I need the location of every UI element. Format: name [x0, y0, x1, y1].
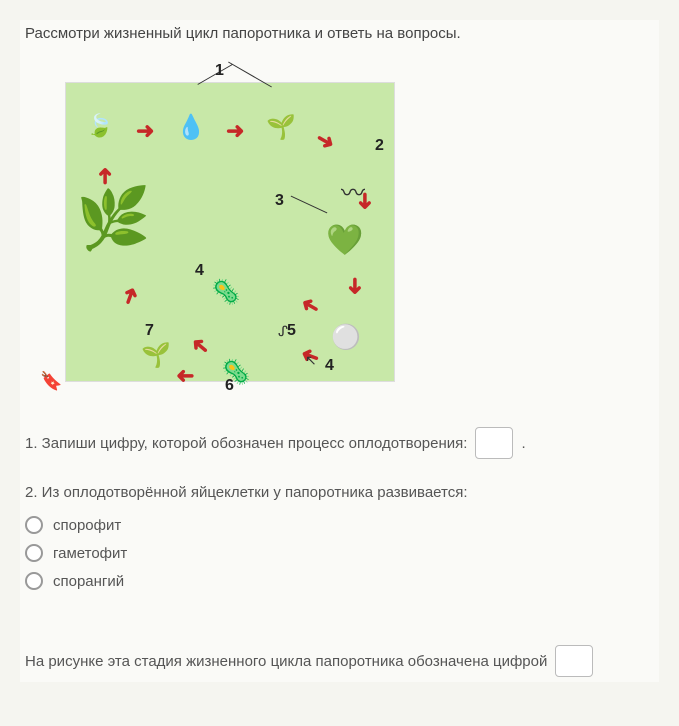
question-1-period: .: [521, 435, 525, 452]
cycle-label-5: 5: [287, 322, 296, 340]
prompt-text: Рассмотри жизненный цикл папоротника и о…: [25, 25, 654, 42]
footer-question: На рисунке эта стадия жизненного цикла п…: [25, 630, 654, 677]
option-label-gametophyte: гаметофит: [53, 545, 127, 562]
arrow-icon: ➜: [296, 290, 325, 322]
option-label-sporophyte: спорофит: [53, 517, 121, 534]
arrow-icon: ➜: [115, 283, 146, 309]
sorus-icon: 🍃: [86, 113, 113, 139]
radio-button[interactable]: [25, 572, 43, 590]
sporangium-icon: 💧: [176, 113, 206, 142]
diagram-background: 🌿 🍃 💧 🌱 〰 💚 🦠 ⚪ 🦠 🌱 ᔑ ➜ ➜ ➜ ➜ ➜ ➜ ➜ ➜ ➜ …: [65, 82, 395, 382]
cursor-icon: ↖: [305, 352, 317, 369]
question-1-text: 1. Запиши цифру, которой обозначен проце…: [25, 435, 467, 452]
arrow-icon: ➜: [176, 363, 194, 389]
question-2-text: 2. Из оплодотворённой яйцеклетки у папор…: [25, 484, 654, 501]
cycle-label-1: 1: [215, 62, 224, 80]
lifecycle-diagram: 🌿 🍃 💧 🌱 〰 💚 🦠 ⚪ 🦠 🌱 ᔑ ➜ ➜ ➜ ➜ ➜ ➜ ➜ ➜ ➜ …: [65, 62, 425, 402]
question-1: 1. Запиши цифру, которой обозначен проце…: [25, 427, 654, 459]
arrow-icon: ➜: [136, 118, 154, 144]
radio-button[interactable]: [25, 516, 43, 534]
answer-input-1[interactable]: [475, 427, 513, 459]
radio-button[interactable]: [25, 544, 43, 562]
fern-icon: 🌿: [76, 183, 151, 254]
arrow-icon: ➜: [185, 330, 216, 362]
antheridium-icon: ⚪: [331, 323, 361, 352]
arrow-icon: ➜: [342, 277, 368, 295]
question-2: 2. Из оплодотворённой яйцеклетки у папор…: [25, 484, 654, 590]
cycle-label-4b: 4: [325, 357, 334, 375]
arrow-icon: ➜: [226, 118, 244, 144]
gametophyte-icon-1: 🦠: [211, 278, 241, 307]
option-row[interactable]: спорангий: [25, 572, 654, 590]
young-sporophyte-icon: 🌱: [141, 341, 171, 370]
answer-input-footer[interactable]: [555, 645, 593, 677]
option-row[interactable]: спорофит: [25, 516, 654, 534]
footer-text: На рисунке эта стадия жизненного цикла п…: [25, 653, 547, 670]
arrow-icon: ➜: [311, 125, 340, 157]
bookmark-icon[interactable]: 🔖: [40, 371, 62, 392]
cycle-label-2: 2: [375, 137, 384, 155]
arrow-icon: ➜: [92, 167, 118, 185]
option-label-sporangium: спорангий: [53, 573, 124, 590]
prothallus-icon: 💚: [326, 223, 363, 258]
option-row[interactable]: гаметофит: [25, 544, 654, 562]
cycle-label-3: 3: [275, 192, 284, 210]
cycle-label-7: 7: [145, 322, 154, 340]
spores-icon: 🌱: [266, 113, 296, 142]
arrow-icon: ➜: [352, 192, 378, 210]
cycle-label-4: 4: [195, 262, 204, 280]
cycle-label-6: 6: [225, 377, 234, 395]
